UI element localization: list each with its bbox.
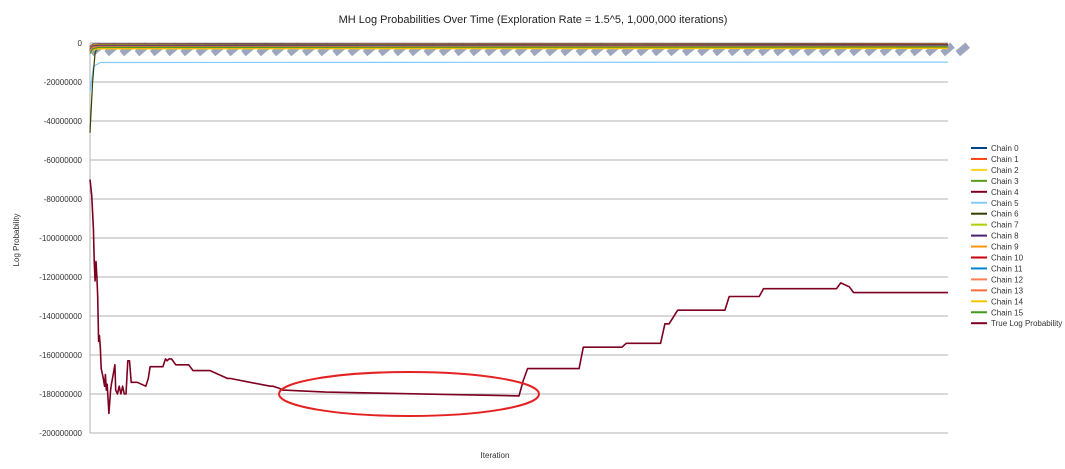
y-tick-label: -200000000 xyxy=(39,429,82,438)
legend-entry: Chain 6 xyxy=(991,210,1019,219)
legend-entry: Chain 5 xyxy=(991,199,1019,208)
series-line xyxy=(89,46,949,54)
y-tick-label: -100000000 xyxy=(39,234,82,243)
legend: Chain 0 Chain 1 Chain 2 Chain 3 Chain 4 Chain… xyxy=(971,144,1062,328)
legend-entry: Chain 15 xyxy=(991,308,1024,317)
legend-entry: Chain 2 xyxy=(991,166,1019,175)
series-line xyxy=(89,179,948,415)
y-tick-label: -160000000 xyxy=(39,351,82,360)
y-tick-label: -140000000 xyxy=(39,312,82,321)
legend-entry: Chain 0 xyxy=(991,144,1019,153)
legend-entry: Chain 1 xyxy=(991,155,1019,164)
chart-title: MH Log Probabilities Over Time (Explorat… xyxy=(339,14,728,26)
legend-entry: Chain 12 xyxy=(991,275,1024,284)
legend-entry: Chain 7 xyxy=(991,221,1019,230)
x-axis-label: Iteration xyxy=(481,451,510,460)
y-tick-labels: 0 -20000000 -40000000 -60000000 -80000000 -10… xyxy=(39,39,82,438)
y-tick-label: 0 xyxy=(78,39,83,48)
legend-entry: True Log Probability xyxy=(991,319,1062,328)
y-tick-label: -180000000 xyxy=(39,390,82,399)
y-tick-label: -120000000 xyxy=(39,273,82,282)
legend-entry: Chain 3 xyxy=(991,177,1019,186)
legend-entry: Chain 13 xyxy=(991,286,1024,295)
x-tick-label xyxy=(940,42,955,57)
y-tick-label: -60000000 xyxy=(44,156,83,165)
y-tick-label: -80000000 xyxy=(44,195,83,204)
legend-entry: Chain 11 xyxy=(991,264,1023,273)
legend-entry: Chain 9 xyxy=(991,243,1019,252)
legend-entry: Chain 14 xyxy=(991,297,1024,306)
y-axis-label: Log Probability xyxy=(12,214,21,267)
gridlines xyxy=(90,42,948,434)
series-line xyxy=(89,44,949,133)
legend-entry: Chain 8 xyxy=(991,232,1019,241)
legend-entry: Chain 10 xyxy=(991,254,1024,263)
series-line xyxy=(89,61,949,92)
legend-entry: Chain 4 xyxy=(991,188,1019,197)
y-tick-label: -20000000 xyxy=(44,78,83,87)
highlight-ellipse xyxy=(278,371,540,417)
series-lines xyxy=(89,42,949,415)
y-tick-label: -40000000 xyxy=(44,117,83,126)
x-tick-label xyxy=(955,42,970,57)
